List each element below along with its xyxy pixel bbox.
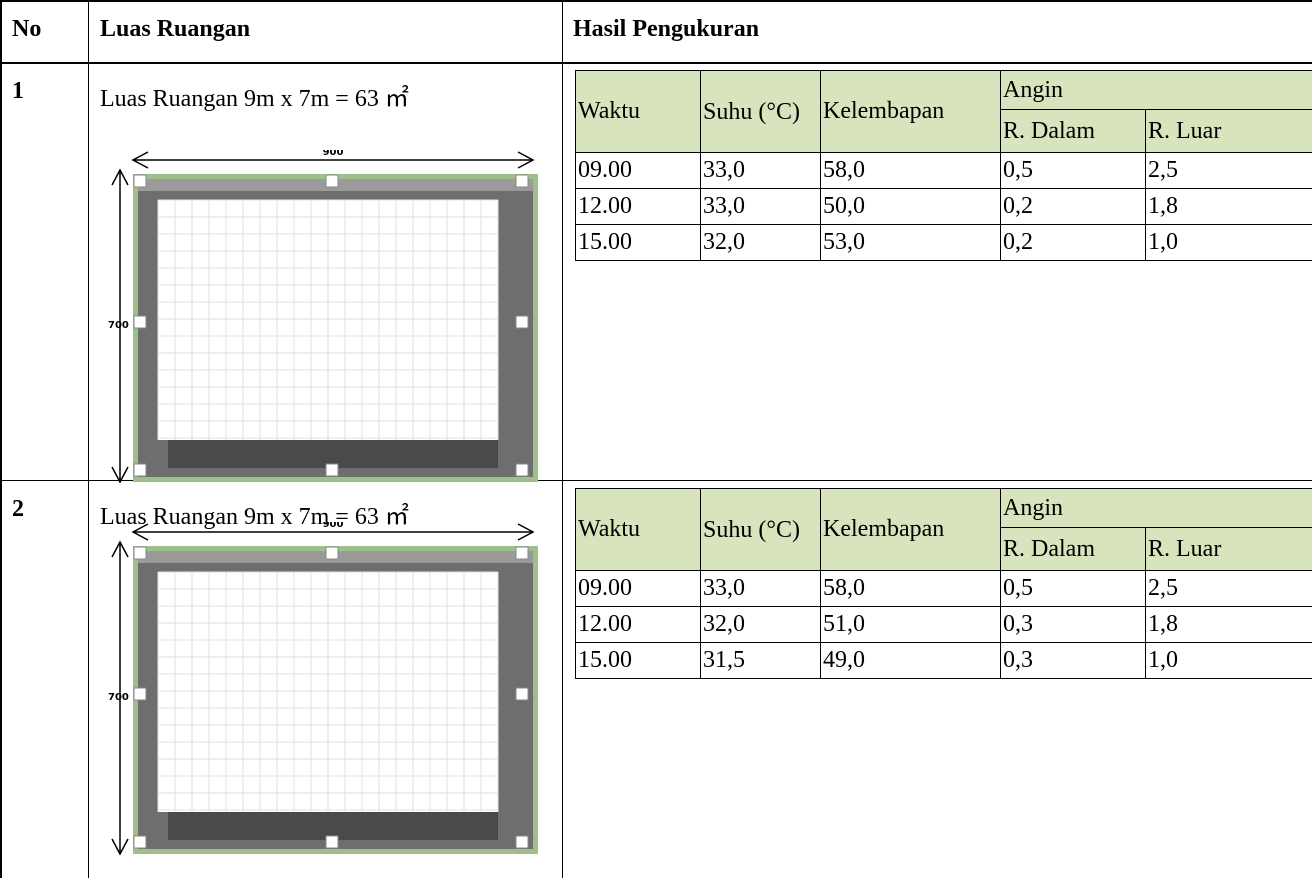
data-cell: 33,0 — [701, 189, 821, 225]
data-cell: 51,0 — [821, 607, 1001, 643]
header-hasil: Hasil Pengukuran — [573, 16, 759, 43]
data-cell: 15.00 — [576, 225, 701, 261]
data-cell: 33,0 — [701, 153, 821, 189]
pillar — [134, 688, 146, 700]
border — [88, 0, 89, 878]
head-cell: Angin — [1001, 71, 1312, 110]
data-cell: 1,8 — [1146, 607, 1312, 643]
data-cell: 1,0 — [1146, 643, 1312, 679]
page: No Luas Ruangan Hasil Pengukuran (() => … — [0, 0, 1312, 878]
data-cell: 58,0 — [821, 571, 1001, 607]
pillar — [516, 464, 528, 476]
pillar — [134, 836, 146, 848]
head-cell: R. Dalam — [1001, 110, 1146, 153]
head-cell: Waktu — [576, 489, 701, 571]
data-cell: 15.00 — [576, 643, 701, 679]
row-no: 1 — [12, 78, 24, 105]
head-cell: Kelembapan — [821, 489, 1001, 571]
width-label: 900 — [323, 150, 344, 158]
data-cell: 58,0 — [821, 153, 1001, 189]
head-cell: R. Luar — [1146, 110, 1312, 153]
data-cell: 50,0 — [821, 189, 1001, 225]
pillar — [516, 316, 528, 328]
data-cell: 0,2 — [1001, 225, 1146, 261]
head-cell: Kelembapan — [821, 71, 1001, 153]
head-cell: Angin — [1001, 489, 1312, 528]
height-label: 700 — [108, 320, 129, 331]
row-no: 2 — [12, 496, 24, 523]
border — [562, 0, 563, 878]
data-cell: 12.00 — [576, 189, 701, 225]
pillar — [326, 464, 338, 476]
border — [0, 0, 1312, 2]
data-cell: 0,3 — [1001, 643, 1146, 679]
floor-plan: 900 700 — [108, 150, 538, 485]
data-cell: 31,5 — [701, 643, 821, 679]
pillar — [326, 547, 338, 559]
height-label: 700 — [108, 692, 129, 703]
data-cell: 32,0 — [701, 225, 821, 261]
data-cell: 2,5 — [1146, 571, 1312, 607]
pillar — [134, 464, 146, 476]
data-cell: 12.00 — [576, 607, 701, 643]
data-cell: 1,0 — [1146, 225, 1312, 261]
data-cell: 49,0 — [821, 643, 1001, 679]
data-cell: 0,2 — [1001, 189, 1146, 225]
pillar — [134, 547, 146, 559]
data-cell: 09.00 — [576, 571, 701, 607]
data-cell: 0,3 — [1001, 607, 1146, 643]
pillar — [516, 688, 528, 700]
border — [0, 0, 2, 878]
data-cell: 32,0 — [701, 607, 821, 643]
data-cell: 2,5 — [1146, 153, 1312, 189]
data-cell: 53,0 — [821, 225, 1001, 261]
floor-plan: 900 700 — [108, 522, 538, 857]
border — [0, 62, 1312, 64]
pillar — [516, 175, 528, 187]
pillar — [516, 836, 528, 848]
pillar — [326, 175, 338, 187]
room-area: Luas Ruangan 9m x 7m = 63 ㎡ — [100, 78, 409, 113]
pillar — [134, 316, 146, 328]
pillar — [516, 547, 528, 559]
data-cell: 1,8 — [1146, 189, 1312, 225]
data-cell: 33,0 — [701, 571, 821, 607]
data-cell: 0,5 — [1001, 153, 1146, 189]
head-cell: R. Luar — [1146, 528, 1312, 571]
pillar — [326, 836, 338, 848]
pillar — [134, 175, 146, 187]
head-cell: Suhu (°C) — [701, 71, 821, 153]
data-cell: 09.00 — [576, 153, 701, 189]
header-no: No — [12, 16, 41, 43]
head-cell: Suhu (°C) — [701, 489, 821, 571]
width-label: 900 — [323, 522, 344, 530]
data-cell: 0,5 — [1001, 571, 1146, 607]
header-luas: Luas Ruangan — [100, 16, 250, 43]
head-cell: R. Dalam — [1001, 528, 1146, 571]
head-cell: Waktu — [576, 71, 701, 153]
